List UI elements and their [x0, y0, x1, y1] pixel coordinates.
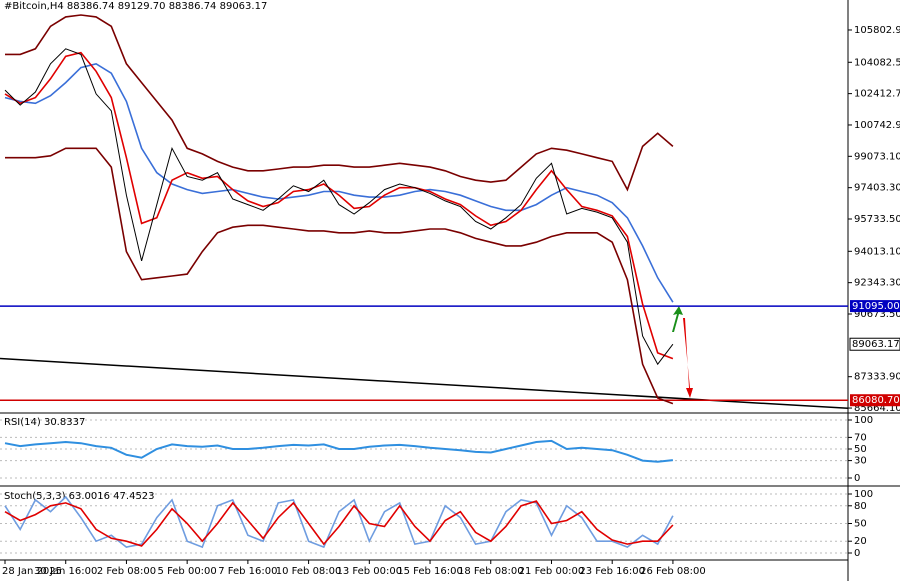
- panel-title: RSI(14) 30.8337: [4, 417, 85, 428]
- y-tick-label: 0: [854, 473, 860, 484]
- series-line: [4, 48, 674, 366]
- chart-header: #Bitcoin,H4 88386.74 89129.70 88386.74 8…: [4, 1, 267, 12]
- x-tick-label: 15 Feb 16:00: [397, 566, 463, 577]
- y-tick-label: 94013.10: [854, 246, 900, 257]
- x-tick-label: 2 Feb 08:00: [97, 566, 156, 577]
- x-tick-label: 30 Jan 16:00: [34, 566, 97, 577]
- y-tick-label: 20: [854, 536, 867, 547]
- y-tick-label: 87333.90: [854, 372, 900, 383]
- y-tick-label: 30: [854, 456, 867, 467]
- y-tick-label: 90673.50: [854, 309, 900, 320]
- y-tick-label: 100742.90: [854, 120, 900, 131]
- series-line: [4, 439, 674, 463]
- x-tick-label: 26 Feb 08:00: [640, 566, 706, 577]
- y-tick-label: 97403.30: [854, 183, 900, 194]
- y-tick-label: 102412.70: [854, 89, 900, 100]
- last-price-tag: [849, 337, 900, 351]
- x-tick-label: 21 Feb 00:00: [519, 566, 585, 577]
- y-tick-label: 85664.10: [854, 403, 900, 414]
- panel-title: Stoch(5,3,3) 63.0016 47.4523: [4, 491, 155, 502]
- level-label: 91095.00: [852, 301, 900, 312]
- y-tick-label: 50: [854, 519, 867, 530]
- x-tick-label: 7 Feb 16:00: [218, 566, 277, 577]
- series-line: [4, 500, 674, 547]
- y-tick-label: 100: [854, 489, 873, 500]
- series-line: [4, 51, 674, 360]
- x-tick-label: 10 Feb 08:00: [276, 566, 342, 577]
- last-price-label: 89063.17: [852, 339, 900, 350]
- x-tick-label: 18 Feb 08:00: [458, 566, 524, 577]
- series-line: [4, 62, 674, 303]
- x-tick-label: 13 Feb 00:00: [337, 566, 403, 577]
- series-line: [5, 14, 674, 192]
- y-tick-label: 70: [854, 432, 867, 443]
- level-label: 86080.70: [852, 395, 900, 406]
- y-tick-label: 104082.50: [854, 57, 900, 68]
- y-tick-label: 95733.50: [854, 214, 900, 225]
- y-tick-label: 105802.90: [854, 25, 900, 36]
- y-tick-label: 100: [854, 415, 873, 426]
- y-tick-label: 50: [854, 444, 867, 455]
- y-tick-label: 0: [854, 548, 860, 559]
- level-tag: [850, 394, 900, 407]
- x-tick-label: 23 Feb 16:00: [579, 566, 645, 577]
- down-arrow: [683, 318, 693, 398]
- series-line: [5, 147, 674, 405]
- y-tick-label: 80: [854, 501, 867, 512]
- y-tick-label: 92343.30: [854, 278, 900, 289]
- up-arrow: [672, 306, 683, 332]
- level-tag: [850, 300, 900, 313]
- y-tick-label: 99073.10: [854, 151, 900, 162]
- x-tick-label: 28 Jan 2025: [2, 566, 62, 577]
- x-tick-label: 5 Feb 00:00: [158, 566, 217, 577]
